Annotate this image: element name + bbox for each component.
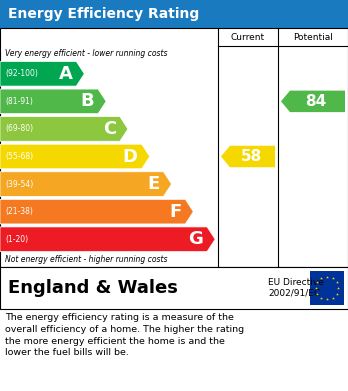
Text: G: G <box>188 230 203 248</box>
Text: 58: 58 <box>240 149 262 164</box>
Text: 84: 84 <box>306 94 327 109</box>
Text: F: F <box>169 203 181 221</box>
Polygon shape <box>0 199 193 224</box>
Text: (69-80): (69-80) <box>5 124 33 133</box>
Text: E: E <box>147 175 159 193</box>
Polygon shape <box>0 117 128 141</box>
Text: The energy efficiency rating is a measure of the
overall efficiency of a home. T: The energy efficiency rating is a measur… <box>5 313 244 357</box>
Bar <box>0 0 348 28</box>
Text: (81-91): (81-91) <box>5 97 33 106</box>
Text: (39-54): (39-54) <box>5 179 33 188</box>
Polygon shape <box>0 172 172 196</box>
Polygon shape <box>0 227 215 251</box>
Text: Current: Current <box>231 32 265 41</box>
Text: (21-38): (21-38) <box>5 207 33 216</box>
Bar <box>0 267 348 309</box>
Polygon shape <box>0 89 106 114</box>
Polygon shape <box>0 144 150 169</box>
Text: England & Wales: England & Wales <box>8 279 178 297</box>
Bar <box>310 271 344 305</box>
Text: EU Directive
2002/91/EC: EU Directive 2002/91/EC <box>268 278 324 298</box>
Polygon shape <box>0 61 84 86</box>
Text: Very energy efficient - lower running costs: Very energy efficient - lower running co… <box>5 48 167 57</box>
Text: (92-100): (92-100) <box>5 69 38 78</box>
Text: D: D <box>123 147 138 165</box>
Text: (55-68): (55-68) <box>5 152 33 161</box>
Text: (1-20): (1-20) <box>5 235 28 244</box>
Text: Potential: Potential <box>293 32 333 41</box>
Text: B: B <box>80 92 94 110</box>
Text: Energy Efficiency Rating: Energy Efficiency Rating <box>8 7 199 21</box>
Text: A: A <box>58 65 72 83</box>
Polygon shape <box>281 91 345 112</box>
Text: Not energy efficient - higher running costs: Not energy efficient - higher running co… <box>5 255 167 264</box>
Polygon shape <box>221 146 275 167</box>
Bar <box>0 28 348 267</box>
Text: C: C <box>103 120 116 138</box>
